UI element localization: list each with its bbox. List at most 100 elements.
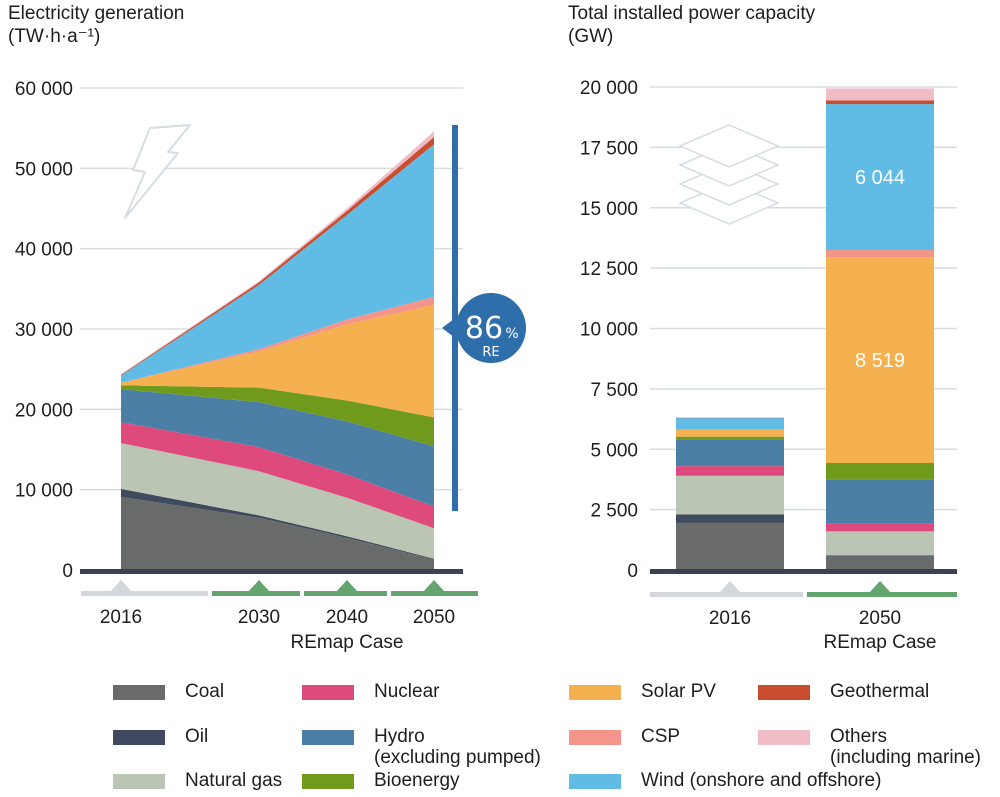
re-label: RE [482,345,499,360]
right-unit-text: (GW) [568,26,614,47]
right-x-tick-label: 2050 [859,608,901,629]
period-marker-triangle [248,580,270,592]
right-x-axis: 2016 2050 REmap Case [650,569,957,653]
left-x-group-label: REmap Case [291,632,404,653]
bar-segment-wind-2016 [676,417,784,430]
left-x-tick-label: 2050 [413,607,455,628]
legend-swatch [302,774,354,789]
bar-segment-oil-2016 [676,514,784,523]
area-csp [121,296,434,383]
right-y-tick-label: 17 500 [580,138,638,159]
data-label-solar-pv: 8 519 [855,350,905,372]
left-y-tick-label: 30 000 [15,320,73,341]
data-label-wind: 6 044 [855,167,905,189]
area-nuclear [121,422,434,529]
period-marker-triangle [110,580,132,592]
legend-swatch [569,685,621,700]
right-x-tick-label: 2016 [709,608,751,629]
right-y-tick-label: 20 000 [580,78,638,99]
bar-segment-hydro-2016 [676,439,784,467]
left-x-tick-label: 2030 [238,607,280,628]
right-title-text: Total installed power capacity [568,3,816,24]
bar-segment-csp-2016 [676,429,784,430]
legend-label: Natural gas [185,770,283,791]
legend-label: Geothermal [830,681,930,702]
left-area-series [121,131,434,570]
legend-label: Hydro (excluding pumped) [374,726,541,768]
legend-swatch [758,685,810,700]
legend-item-hydro: Hydro (excluding pumped) [302,726,541,768]
legend-label: Bioenergy [374,770,460,791]
bar-segment-coal-2016 [676,522,784,570]
legend-swatch [569,730,621,745]
legend-label: Others (including marine) [830,726,982,768]
bar-segment-solar-pv-2016 [676,429,784,437]
period-marker-bar [212,591,300,596]
left-y-tick-label: 0 [62,561,73,582]
right-y-tick-label: 0 [627,561,638,582]
area-hydro [121,389,434,507]
right-chart-title: Total installed power capacity (GW) [568,2,815,48]
right-stacked-bars: 8 519 6 044 [676,88,934,570]
period-marker-triangle [869,581,891,593]
left-baseline [80,569,463,574]
legend-swatch [113,730,165,745]
left-y-tick-labels: 0 10 000 20 000 30 000 40 000 50 000 60 000 [15,79,73,582]
area-coal [121,496,434,570]
bar-segment-solar-pv-2050 [826,257,934,464]
bar-segment-others-2016 [676,417,784,418]
legend-label: Nuclear [374,681,440,702]
legend-swatch [758,730,810,745]
re-value: 86 [465,311,503,346]
bar-segment-wind-2050 [826,104,934,251]
right-y-tick-label: 5 000 [590,440,638,461]
period-marker-bar [81,591,208,596]
legend-item-others: Others (including marine) [758,726,981,768]
bar-segment-oil-2050 [826,555,934,557]
area-wind [121,144,434,383]
period-marker-triangle [719,581,741,593]
period-marker-bar [807,592,957,597]
bar-segment-bioenergy-2016 [676,436,784,440]
legend-swatch [113,685,165,700]
bar-segment-coal-2050 [826,556,934,570]
area-oil [121,488,434,560]
lightning-icon [124,124,191,219]
period-marker-bar [391,591,478,596]
legend-swatch [113,774,165,789]
legend-label: CSP [641,726,681,747]
period-marker-bar [304,591,387,596]
bar-segment-natural-gas-2016 [676,475,784,515]
left-x-axis: 2016 2030 2040 2050 REmap Case [80,569,478,653]
right-y-tick-label: 15 000 [580,199,638,220]
legend-item-solar-pv: Solar PV [569,681,716,702]
legend-swatch [302,685,354,700]
right-y-tick-label: 10 000 [580,320,638,341]
left-y-tick-label: 10 000 [15,481,73,502]
legend-swatch [569,774,621,789]
area-bioenergy [121,385,434,447]
bar-segment-others-2050 [826,88,934,101]
legend-item-coal: Coal [113,681,224,702]
bar-segment-nuclear-2016 [676,466,784,476]
left-title-text: Electricity generation [8,3,185,24]
re-badge [456,293,526,363]
period-marker-triangle [423,580,445,592]
legend-label: Wind (onshore and offshore) [641,770,882,791]
legend-label: Coal [185,681,225,702]
re-unit: % [505,326,518,342]
legend-item-nuclear: Nuclear [302,681,439,702]
area-solar-pv [121,304,434,418]
area-natural-gas [121,443,434,559]
legend-item-bioenergy: Bioenergy [302,770,460,791]
legend-swatch [302,730,354,745]
right-x-group-label: REmap Case [824,632,937,653]
right-y-tick-label: 12 500 [580,259,638,280]
legend-item-csp: CSP [569,726,680,747]
left-y-tick-label: 60 000 [15,79,73,100]
bar-segment-geothermal-2050 [826,100,934,105]
layers-icon [678,124,780,225]
left-x-tick-label: 2040 [326,607,368,628]
bar-segment-natural-gas-2050 [826,531,934,556]
